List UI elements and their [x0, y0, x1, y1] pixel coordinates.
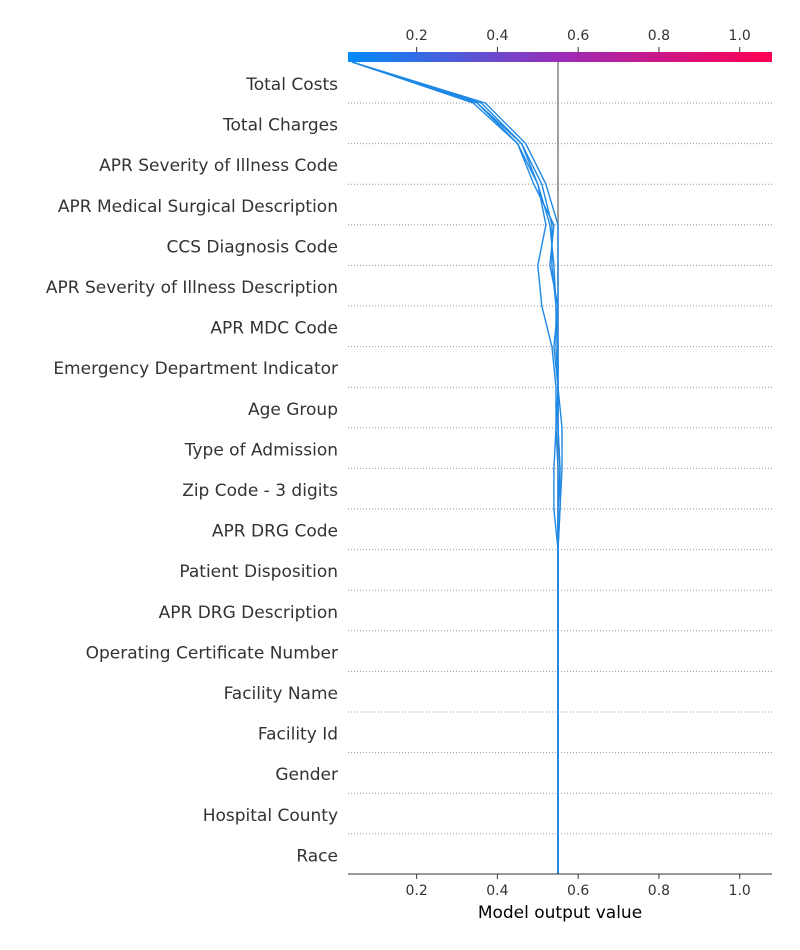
top-tick-label: 0.8 — [648, 28, 670, 44]
feature-label: Race — [296, 846, 338, 866]
x-tick-label: 0.4 — [486, 883, 508, 899]
feature-label: APR DRG Code — [212, 522, 338, 542]
feature-label: Facility Id — [258, 725, 338, 745]
x-tick-label: 0.2 — [406, 883, 428, 899]
x-tick-label: 0.8 — [648, 883, 670, 899]
decision-lines — [351, 61, 563, 874]
top-tick-label: 1.0 — [729, 28, 751, 44]
feature-label: Total Charges — [222, 116, 338, 136]
x-tick-label: 1.0 — [729, 883, 751, 899]
bottom-axis: 0.2 0.4 0.6 0.8 1.0 — [348, 873, 772, 899]
x-tick-label: 0.6 — [567, 883, 589, 899]
top-tick-label: 0.2 — [406, 28, 428, 44]
feature-label: Operating Certificate Number — [86, 643, 338, 663]
feature-label: Total Costs — [245, 75, 338, 95]
feature-label: APR MDC Code — [210, 319, 338, 339]
feature-label: Patient Disposition — [179, 562, 338, 582]
x-axis-title: Model output value — [478, 903, 642, 923]
feature-label: Gender — [275, 765, 338, 785]
top-tick-label: 0.4 — [486, 28, 508, 44]
feature-label: APR Severity of Illness Description — [46, 278, 338, 298]
feature-label: Hospital County — [203, 806, 338, 826]
feature-label: APR Severity of Illness Code — [99, 156, 338, 176]
feature-label: APR Medical Surgical Description — [58, 197, 338, 217]
decision-line — [351, 61, 559, 874]
top-tick-label: 0.6 — [567, 28, 589, 44]
feature-label: Age Group — [248, 400, 338, 420]
feature-label: APR DRG Description — [159, 603, 338, 623]
feature-label: Emergency Department Indicator — [53, 359, 338, 379]
feature-label: Zip Code - 3 digits — [182, 481, 338, 501]
colorbar-gradient — [348, 52, 772, 62]
feature-label: CCS Diagnosis Code — [167, 237, 339, 257]
feature-label: Facility Name — [224, 684, 338, 704]
colorbar — [348, 52, 772, 62]
top-axis: 0.2 0.4 0.6 0.8 1.0 — [406, 28, 751, 52]
feature-labels: Total Costs Total Charges APR Severity of … — [46, 75, 338, 866]
feature-label: Type of Admission — [184, 440, 338, 460]
decision-line — [351, 61, 559, 874]
